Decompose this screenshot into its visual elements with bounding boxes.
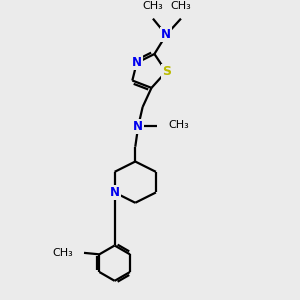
Text: N: N [110,186,120,199]
Text: N: N [161,28,171,41]
Text: CH₃: CH₃ [169,120,189,130]
Text: CH₃: CH₃ [171,1,191,11]
Text: CH₃: CH₃ [142,1,163,11]
Text: N: N [132,56,142,69]
Text: N: N [133,120,143,133]
Text: CH₃: CH₃ [52,248,73,258]
Text: S: S [162,65,171,78]
